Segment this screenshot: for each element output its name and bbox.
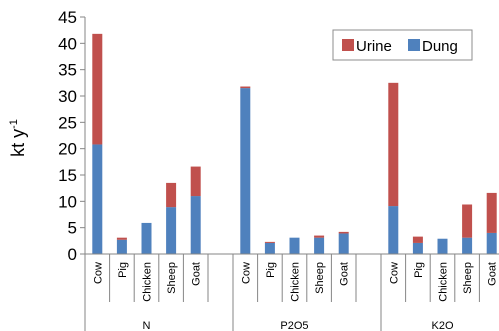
- bar-p2o5-goat-urine: [338, 231, 349, 234]
- bar-p2o5-cow-dung: [240, 88, 251, 254]
- bar-k2o-cow-dung: [388, 206, 399, 254]
- y-axis-title: kt y-1: [8, 119, 28, 157]
- group-label: N: [143, 320, 151, 331]
- bar-p2o5-chicken-dung: [289, 237, 300, 254]
- bar-k2o-cow-urine: [388, 82, 399, 207]
- y-axis: 0 5 10 15 20 25 30 35 40 45: [58, 8, 86, 264]
- category-label: Pig: [265, 262, 277, 278]
- category-label: Cow: [240, 262, 252, 284]
- bars-layer: [92, 33, 497, 254]
- bar-k2o-sheep-urine: [462, 204, 473, 238]
- category-label: Goat: [487, 262, 499, 286]
- category-label: Pig: [413, 262, 425, 278]
- bar-k2o-chicken-dung: [437, 238, 448, 254]
- bar-k2o-goat-dung: [486, 232, 497, 254]
- legend-swatch-dung: [408, 39, 420, 51]
- y-axis-title-main: kt y: [8, 129, 28, 157]
- group-label: K2O: [431, 320, 453, 331]
- category-label: Cow: [92, 262, 104, 284]
- x-axis: Cow Pig Chicken Sheep Goat N Cow Pig Chicken Shee…: [84, 253, 499, 331]
- y-tick-label: 10: [58, 192, 77, 211]
- y-tick-label: 30: [58, 87, 77, 106]
- y-tick-label: 35: [58, 61, 77, 80]
- legend-box: [332, 29, 473, 61]
- y-tick-label: 5: [68, 219, 77, 238]
- bar-n-pig-urine: [116, 237, 127, 240]
- category-label: Chicken: [438, 262, 450, 302]
- y-tick-label: 45: [58, 8, 77, 27]
- bar-k2o-goat-urine: [486, 192, 497, 233]
- category-label: Chicken: [142, 262, 154, 302]
- bar-n-goat-urine: [190, 166, 201, 197]
- y-tick-label: 20: [58, 140, 77, 159]
- category-label: Sheep: [166, 262, 178, 294]
- bar-p2o5-goat-dung: [338, 233, 349, 254]
- y-tick-label: 40: [58, 34, 77, 53]
- group-label: P2O5: [280, 320, 308, 331]
- bar-p2o5-pig-dung: [264, 242, 275, 254]
- bar-n-goat-dung: [190, 196, 201, 254]
- legend-swatch-urine: [342, 39, 354, 51]
- bar-k2o-pig-dung: [412, 242, 423, 254]
- category-label: Pig: [117, 262, 129, 278]
- bar-n-chicken-dung: [141, 222, 152, 254]
- bar-n-pig-dung: [116, 239, 127, 254]
- y-axis-title-superscript: -1: [8, 119, 20, 129]
- bar-n-sheep-urine: [166, 182, 177, 208]
- category-label: Goat: [339, 262, 351, 286]
- bar-p2o5-cow-urine: [240, 86, 251, 89]
- category-label: Goat: [191, 262, 203, 286]
- bar-k2o-sheep-dung: [462, 237, 473, 254]
- category-label: Sheep: [462, 262, 474, 294]
- y-tick-label: 25: [58, 113, 77, 132]
- y-tick-label: 0: [68, 245, 77, 264]
- y-tick-label: 15: [58, 166, 77, 185]
- category-label: Chicken: [290, 262, 302, 302]
- bar-n-cow-dung: [92, 144, 103, 254]
- bar-n-sheep-dung: [166, 207, 177, 254]
- legend-label-urine: Urine: [356, 38, 392, 55]
- category-label: Sheep: [314, 262, 326, 294]
- bar-p2o5-sheep-dung: [314, 237, 325, 254]
- legend: Urine Dung: [332, 29, 473, 61]
- bar-p2o5-pig-urine: [264, 241, 275, 243]
- category-label: Cow: [388, 262, 400, 284]
- bar-k2o-pig-urine: [412, 236, 423, 243]
- bar-n-cow-urine: [92, 33, 103, 145]
- legend-label-dung: Dung: [422, 38, 458, 55]
- bar-p2o5-sheep-urine: [314, 235, 325, 238]
